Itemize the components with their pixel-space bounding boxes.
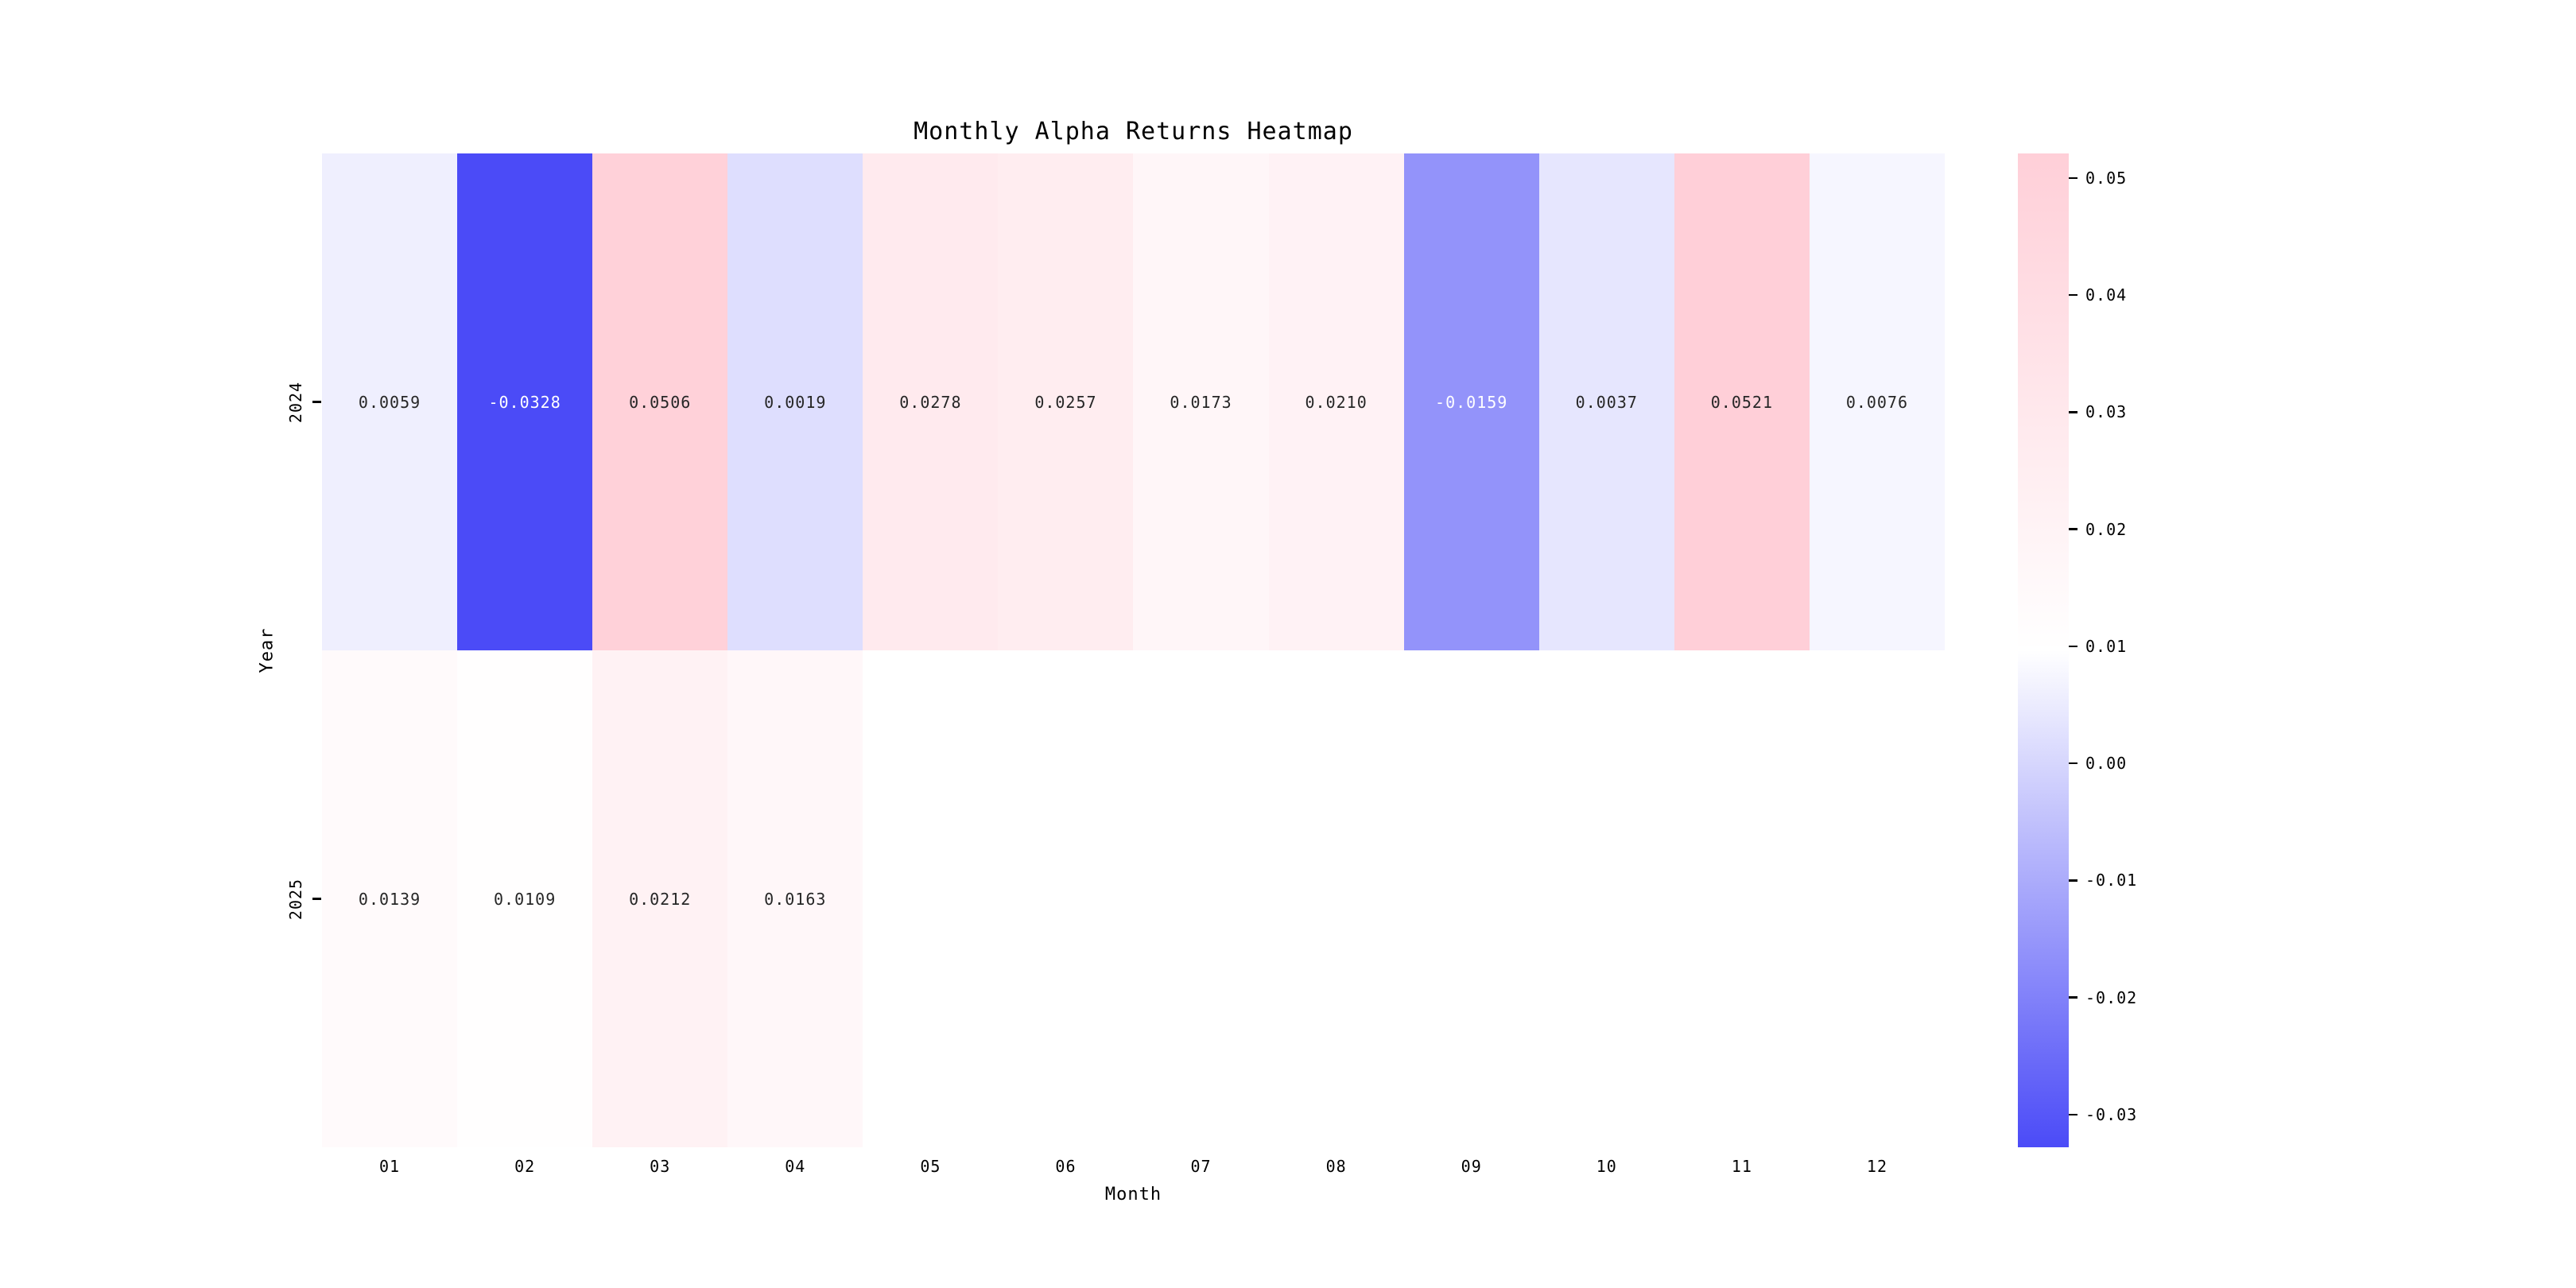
cell-value-label: -0.0328 bbox=[488, 392, 561, 412]
x-axis-title: Month bbox=[1104, 1185, 1162, 1205]
colorbar-tick-mark bbox=[2069, 996, 2077, 999]
colorbar-tick-label-0.01: 0.01 bbox=[2085, 636, 2128, 656]
heatmap-cell-2025-12 bbox=[1809, 650, 1945, 1147]
x-tick-label-03: 03 bbox=[650, 1157, 671, 1176]
x-tick-label-04: 04 bbox=[785, 1157, 806, 1176]
heatmap-cell-2025-11 bbox=[1674, 650, 1810, 1147]
colorbar-tick-mark bbox=[2069, 411, 2077, 413]
heatmap-cell-2024-05: 0.0278 bbox=[863, 153, 999, 650]
x-tick-label-05: 05 bbox=[920, 1157, 941, 1176]
y-axis-title: Year bbox=[257, 627, 277, 673]
heatmap-cell-2024-01: 0.0059 bbox=[322, 153, 458, 650]
heatmap-cell-2024-02: -0.0328 bbox=[457, 153, 593, 650]
colorbar-tick-label--0.02: -0.02 bbox=[2085, 987, 2138, 1007]
y-tick-mark bbox=[312, 898, 321, 900]
heatmap-cell-2025-01: 0.0139 bbox=[322, 650, 458, 1147]
heatmap-cell-2024-03: 0.0506 bbox=[592, 153, 728, 650]
colorbar-tick-mark bbox=[2069, 879, 2077, 882]
heatmap-cell-2025-03: 0.0212 bbox=[592, 650, 728, 1147]
x-tick-label-08: 08 bbox=[1325, 1157, 1347, 1176]
heatmap-cell-2024-09: -0.0159 bbox=[1403, 153, 1539, 650]
cell-value-label: 0.0212 bbox=[629, 889, 692, 909]
x-tick-label-10: 10 bbox=[1596, 1157, 1617, 1176]
heatmap-cell-2024-10: 0.0037 bbox=[1538, 153, 1674, 650]
x-tick-label-06: 06 bbox=[1055, 1157, 1077, 1176]
cell-value-label: 0.0278 bbox=[899, 392, 962, 412]
chart-title: Monthly Alpha Returns Heatmap bbox=[914, 118, 1353, 145]
heatmap-cell-2025-09 bbox=[1403, 650, 1539, 1147]
colorbar-tick-mark bbox=[2069, 177, 2077, 180]
x-tick-label-12: 12 bbox=[1866, 1157, 1887, 1176]
heatmap-cell-2025-06 bbox=[998, 650, 1134, 1147]
colorbar-tick-label--0.01: -0.01 bbox=[2085, 871, 2138, 890]
colorbar bbox=[2018, 153, 2069, 1147]
cell-value-label: 0.0210 bbox=[1305, 392, 1368, 412]
heatmap-cell-2024-04: 0.0019 bbox=[727, 153, 863, 650]
colorbar-tick-label--0.03: -0.03 bbox=[2085, 1104, 2138, 1124]
colorbar-gradient bbox=[2018, 153, 2069, 1147]
heatmap-cell-2024-07: 0.0173 bbox=[1133, 153, 1269, 650]
x-tick-label-07: 07 bbox=[1190, 1157, 1212, 1176]
cell-value-label: 0.0076 bbox=[1845, 392, 1909, 412]
cell-value-label: -0.0159 bbox=[1435, 392, 1508, 412]
colorbar-tick-label-0.03: 0.03 bbox=[2085, 402, 2128, 422]
cell-value-label: 0.0109 bbox=[493, 889, 557, 909]
heatmap-cell-2024-11: 0.0521 bbox=[1674, 153, 1810, 650]
heatmap-grid: 0.0059 -0.0328 0.0506 0.0019 0.0278 0.0257 0.0… bbox=[322, 153, 1945, 1147]
cell-value-label: 0.0163 bbox=[764, 889, 827, 909]
colorbar-tick-mark bbox=[2069, 1113, 2077, 1116]
x-tick-label-01: 01 bbox=[378, 1157, 401, 1176]
heatmap-cell-2025-05 bbox=[863, 650, 999, 1147]
cell-value-label: 0.0139 bbox=[358, 889, 421, 909]
cell-value-label: 0.0173 bbox=[1170, 392, 1232, 412]
cell-value-label: 0.0521 bbox=[1710, 392, 1773, 412]
cell-value-label: 0.0059 bbox=[358, 392, 421, 412]
colorbar-tick-label-0.04: 0.04 bbox=[2085, 285, 2128, 305]
colorbar-tick-label-0.02: 0.02 bbox=[2085, 519, 2128, 539]
y-tick-label-2025: 2025 bbox=[286, 878, 305, 920]
cell-value-label: 0.0037 bbox=[1575, 392, 1638, 412]
heatmap-cell-2025-10 bbox=[1538, 650, 1674, 1147]
x-tick-label-11: 11 bbox=[1731, 1157, 1752, 1176]
heatmap-cell-2024-06: 0.0257 bbox=[998, 153, 1134, 650]
y-tick-mark bbox=[312, 401, 321, 403]
colorbar-tick-mark bbox=[2069, 293, 2077, 297]
cell-value-label: 0.0257 bbox=[1034, 392, 1097, 412]
colorbar-tick-label-0.00: 0.00 bbox=[2085, 754, 2128, 774]
colorbar-tick-label-0.05: 0.05 bbox=[2085, 168, 2128, 188]
heatmap-cell-2024-12: 0.0076 bbox=[1809, 153, 1945, 650]
heatmap-cell-2024-08: 0.0210 bbox=[1268, 153, 1404, 650]
heatmap-cell-2025-02: 0.0109 bbox=[457, 650, 593, 1147]
heatmap-cell-2025-07 bbox=[1133, 650, 1269, 1147]
colorbar-tick-mark bbox=[2069, 528, 2077, 530]
x-tick-label-09: 09 bbox=[1461, 1157, 1482, 1176]
x-axis-tick-labels: 01 02 03 04 05 06 07 08 09 10 11 12 bbox=[322, 1157, 1945, 1181]
y-tick-label-2024: 2024 bbox=[286, 381, 305, 423]
colorbar-tick-mark bbox=[2069, 762, 2077, 765]
colorbar-tick-mark bbox=[2069, 645, 2077, 648]
heatmap-cell-2025-04: 0.0163 bbox=[727, 650, 863, 1147]
heatmap-cell-2025-08 bbox=[1268, 650, 1404, 1147]
cell-value-label: 0.0019 bbox=[764, 392, 827, 412]
x-tick-label-02: 02 bbox=[514, 1157, 536, 1176]
cell-value-label: 0.0506 bbox=[629, 392, 692, 412]
